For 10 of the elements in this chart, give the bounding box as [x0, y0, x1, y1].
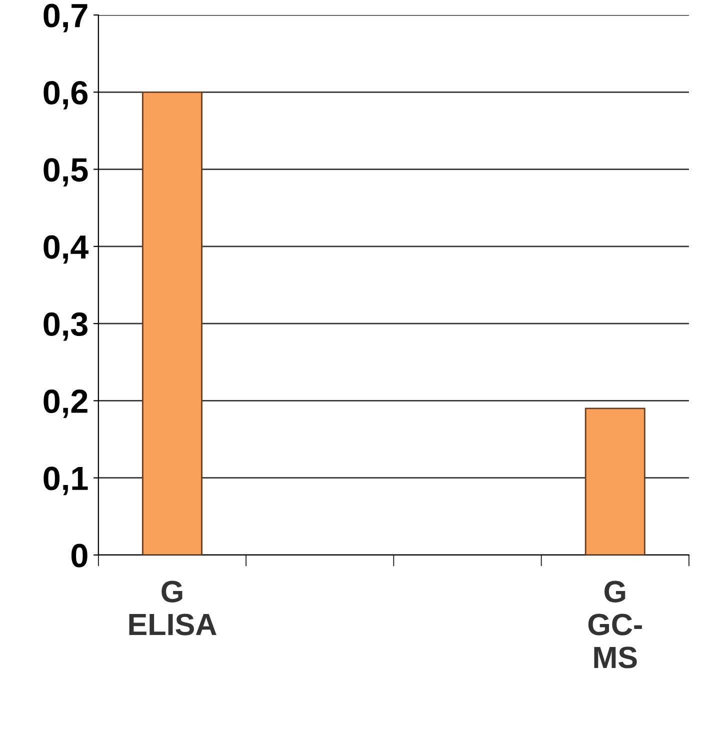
x-tick-label: G GC- MS — [588, 580, 642, 668]
y-tick-label: 0,6 — [44, 80, 88, 110]
y-tick-label: 0,4 — [44, 235, 89, 264]
y-tick-label: 0,3 — [44, 312, 88, 341]
y-tick-label: 0,1 — [44, 466, 88, 496]
y-tick-label: 0,5 — [44, 158, 88, 187]
y-tick-label: 0 — [71, 544, 88, 568]
x-tick-label: G ELISA — [129, 580, 216, 636]
y-tick-label: 0,7 — [44, 4, 88, 32]
y-tick-label: 0,2 — [44, 390, 88, 418]
